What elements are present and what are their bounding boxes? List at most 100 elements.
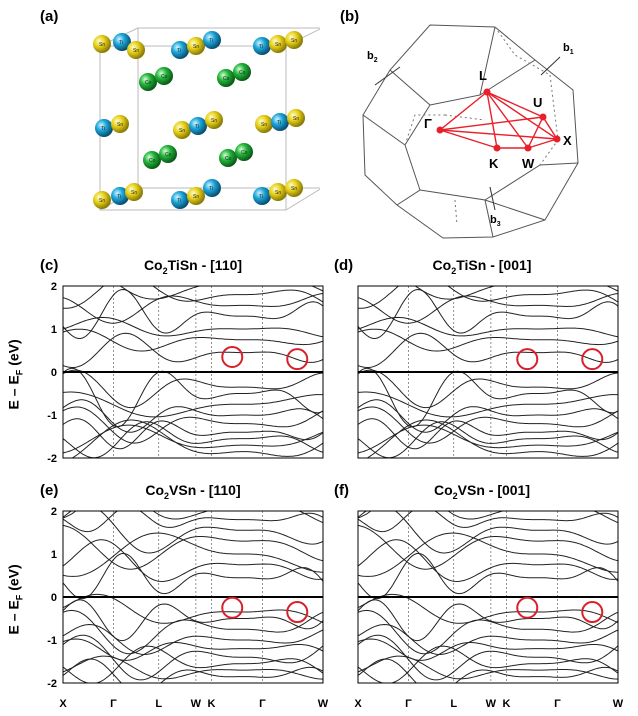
band-line bbox=[63, 655, 323, 680]
sn-atom: Sn bbox=[269, 35, 287, 53]
ti-atom: Ti bbox=[271, 113, 289, 131]
svg-text:Sn: Sn bbox=[293, 116, 299, 122]
ti-atom: Ti bbox=[253, 187, 271, 205]
band-line bbox=[358, 532, 618, 577]
svg-text:Co: Co bbox=[145, 80, 152, 86]
svg-text:Ti: Ti bbox=[195, 124, 199, 130]
svg-text:Ti: Ti bbox=[177, 48, 181, 54]
sn-atom: Sn bbox=[187, 187, 205, 205]
x-tick-label: W bbox=[486, 698, 497, 710]
svg-text:Ti: Ti bbox=[259, 194, 263, 200]
svg-text:Ti: Ti bbox=[209, 38, 213, 44]
svg-text:Sn: Sn bbox=[99, 198, 105, 204]
band-line bbox=[63, 645, 323, 683]
x-tick-label: W bbox=[318, 698, 329, 710]
svg-text:Co: Co bbox=[165, 152, 172, 158]
path-edge bbox=[486, 91, 558, 140]
band-line bbox=[63, 391, 323, 418]
crossing-marker bbox=[221, 345, 244, 368]
reciprocal-vectors bbox=[374, 56, 561, 211]
band-line bbox=[63, 511, 323, 533]
crossing-marker bbox=[286, 601, 309, 624]
point-label-W: W bbox=[522, 156, 535, 171]
band-line bbox=[63, 539, 323, 583]
point-label-K: K bbox=[489, 156, 499, 171]
panel-label-e: (e) bbox=[40, 482, 59, 499]
band-line bbox=[63, 623, 323, 656]
y-tick-label: -1 bbox=[47, 410, 57, 422]
band-line bbox=[358, 286, 618, 309]
path-edge bbox=[439, 91, 488, 131]
band-line bbox=[63, 599, 323, 642]
x-tick-label: L bbox=[450, 698, 457, 710]
band-line bbox=[358, 609, 618, 655]
band-line bbox=[358, 638, 618, 661]
svg-text:Sn: Sn bbox=[291, 38, 297, 44]
crossing-marker bbox=[581, 601, 604, 624]
svg-text:Sn: Sn bbox=[193, 44, 199, 50]
plot-frame bbox=[62, 510, 324, 684]
brillouin-zone: L Γ U X K W b2 b1 b3 bbox=[362, 24, 579, 239]
ylabel-top: E – EF (eV) bbox=[5, 339, 25, 410]
svg-text:Ti: Ti bbox=[209, 186, 213, 192]
band-line bbox=[63, 328, 323, 352]
band-line bbox=[358, 418, 618, 450]
point-L bbox=[483, 88, 491, 96]
path-edge bbox=[486, 91, 529, 149]
point-G bbox=[436, 126, 444, 134]
ti-atom: Ti bbox=[171, 191, 189, 209]
x-tick-label: L bbox=[155, 698, 162, 710]
band-lines bbox=[63, 286, 323, 458]
co-atom: Co bbox=[159, 145, 177, 163]
band-line bbox=[63, 532, 323, 577]
svg-text:Co: Co bbox=[241, 150, 248, 156]
point-label-U: U bbox=[533, 95, 542, 110]
y-tick-label: -1 bbox=[47, 635, 57, 647]
path-edge bbox=[439, 129, 498, 149]
band-structure-c: 2 1 0 -1 -2 bbox=[47, 281, 324, 465]
band-line bbox=[358, 658, 618, 683]
svg-text:Sn: Sn bbox=[179, 128, 185, 134]
band-line bbox=[63, 593, 323, 624]
band-line bbox=[358, 367, 618, 428]
band-structure-d bbox=[357, 285, 619, 459]
ti-atom: Ti bbox=[203, 31, 221, 49]
band-line bbox=[358, 511, 618, 524]
svg-text:Sn: Sn bbox=[193, 194, 199, 200]
path-edge bbox=[486, 91, 544, 118]
band-line bbox=[358, 524, 618, 570]
band-line bbox=[63, 511, 323, 524]
plot-frame bbox=[357, 510, 619, 684]
band-line bbox=[358, 539, 618, 583]
svg-text:Ti: Ti bbox=[177, 198, 181, 204]
crystal-structure: Sn Ti Sn Ti Sn Ti Ti Sn Sn Co Co Co Co Ti Sn Sn Ti Sn Sn Ti… bbox=[93, 27, 320, 211]
band-line bbox=[358, 421, 618, 458]
co-atom: Co bbox=[235, 143, 253, 161]
x-tick-label: W bbox=[613, 698, 624, 710]
path-edge bbox=[439, 129, 558, 140]
sn-atom: Sn bbox=[127, 41, 145, 59]
svg-text:Sn: Sn bbox=[133, 48, 139, 54]
svg-text:Sn: Sn bbox=[117, 122, 123, 128]
band-line bbox=[63, 552, 323, 600]
path-edge bbox=[439, 116, 544, 131]
band-line bbox=[63, 286, 323, 309]
sn-atom: Sn bbox=[93, 35, 111, 53]
band-line bbox=[358, 288, 618, 339]
band-line bbox=[119, 286, 323, 300]
y-tick-label: -2 bbox=[47, 453, 57, 465]
band-line bbox=[358, 552, 618, 600]
co-atom: Co bbox=[217, 69, 235, 87]
band-line bbox=[358, 399, 618, 433]
band-line bbox=[414, 286, 618, 300]
band-line bbox=[358, 316, 618, 338]
band-line bbox=[358, 391, 618, 418]
x-tick-label: X bbox=[59, 698, 67, 710]
sn-atom: Sn bbox=[125, 183, 143, 201]
svg-text:Co: Co bbox=[225, 156, 232, 162]
sn-atom: Sn bbox=[269, 183, 287, 201]
co-atom: Co bbox=[155, 67, 173, 85]
panel-label-f: (f) bbox=[334, 482, 349, 499]
band-line bbox=[63, 421, 323, 458]
band-line bbox=[71, 419, 323, 458]
